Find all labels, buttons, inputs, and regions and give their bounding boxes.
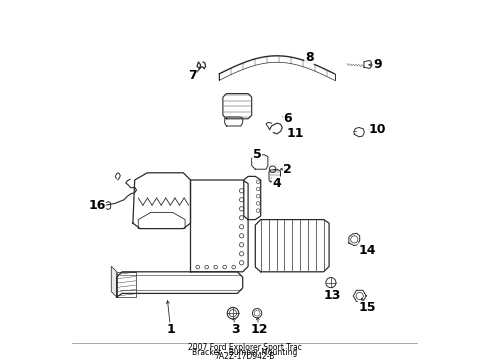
Polygon shape bbox=[105, 202, 110, 210]
Text: 4: 4 bbox=[272, 177, 281, 190]
Polygon shape bbox=[223, 94, 251, 119]
Polygon shape bbox=[268, 170, 280, 182]
Circle shape bbox=[252, 309, 261, 318]
Text: 7: 7 bbox=[187, 69, 196, 82]
Text: 13: 13 bbox=[324, 289, 341, 302]
Polygon shape bbox=[224, 117, 242, 126]
Text: 11: 11 bbox=[285, 127, 303, 140]
Circle shape bbox=[227, 307, 238, 319]
Circle shape bbox=[325, 278, 335, 288]
Polygon shape bbox=[255, 220, 328, 272]
Polygon shape bbox=[251, 155, 267, 169]
Text: 1: 1 bbox=[166, 323, 175, 336]
Polygon shape bbox=[348, 233, 359, 246]
Text: 2007 Ford Explorer Sport Trac: 2007 Ford Explorer Sport Trac bbox=[187, 343, 301, 352]
Text: 3: 3 bbox=[231, 323, 239, 336]
Text: 14: 14 bbox=[357, 244, 375, 257]
Text: 6: 6 bbox=[283, 112, 291, 125]
Text: 9: 9 bbox=[373, 58, 381, 71]
Polygon shape bbox=[138, 212, 185, 229]
Text: 12: 12 bbox=[250, 323, 267, 336]
Text: 8: 8 bbox=[305, 51, 313, 64]
Text: 15: 15 bbox=[357, 301, 375, 314]
Polygon shape bbox=[111, 266, 117, 297]
Text: Bracket - Bumper Mounting: Bracket - Bumper Mounting bbox=[191, 348, 297, 356]
Polygon shape bbox=[353, 127, 364, 137]
Polygon shape bbox=[352, 290, 366, 302]
Polygon shape bbox=[190, 180, 247, 272]
Polygon shape bbox=[363, 60, 370, 68]
Text: 7A2Z-17D942-B: 7A2Z-17D942-B bbox=[214, 352, 274, 360]
Text: 5: 5 bbox=[252, 148, 261, 161]
Text: 2: 2 bbox=[283, 163, 291, 176]
Polygon shape bbox=[133, 173, 190, 229]
Polygon shape bbox=[244, 176, 260, 220]
Polygon shape bbox=[117, 272, 242, 297]
Text: 10: 10 bbox=[368, 123, 386, 136]
Text: 16: 16 bbox=[88, 199, 105, 212]
